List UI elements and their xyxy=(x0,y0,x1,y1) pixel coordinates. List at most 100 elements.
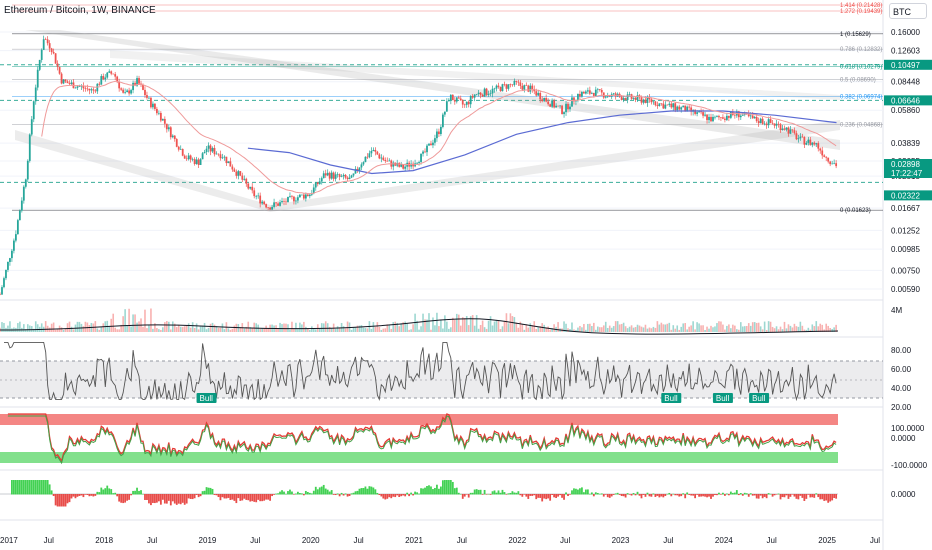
candle-body xyxy=(70,82,73,84)
volume-bar xyxy=(716,323,718,332)
volume-bar xyxy=(428,313,430,332)
candle-body xyxy=(275,202,277,204)
histogram-bar xyxy=(455,487,458,495)
volume-bar xyxy=(295,322,297,332)
histogram-bar xyxy=(414,491,416,495)
currency-button[interactable]: BTC xyxy=(889,3,927,19)
volume-bar xyxy=(372,322,375,332)
candle-body xyxy=(680,107,683,110)
histogram-bar xyxy=(114,492,117,495)
histogram-bar xyxy=(104,488,107,495)
histogram-bar xyxy=(70,494,73,499)
histogram-bar xyxy=(348,494,351,497)
candle-body xyxy=(537,92,540,96)
volume-bar xyxy=(122,316,124,332)
candle-body xyxy=(553,100,556,108)
candle-body xyxy=(358,167,361,171)
histogram-bar xyxy=(368,486,371,495)
candle-body xyxy=(76,86,79,88)
histogram-bar xyxy=(799,494,802,496)
histogram-bar xyxy=(82,494,85,498)
histogram-bar xyxy=(598,493,601,495)
volume-bar xyxy=(398,326,400,332)
candle-body xyxy=(142,84,144,90)
histogram-bar xyxy=(831,494,834,501)
volume-bar xyxy=(787,324,790,332)
candle-body xyxy=(209,145,212,152)
candle-body xyxy=(483,88,486,97)
volume-bar xyxy=(120,324,122,332)
volume-bar xyxy=(3,322,5,332)
histogram-bar xyxy=(144,494,146,500)
volume-bar xyxy=(356,325,359,332)
histogram-bar xyxy=(666,493,669,495)
candle-body xyxy=(489,93,492,94)
price-tag-label: 0.02322 xyxy=(891,191,920,200)
volume-bar xyxy=(60,327,63,332)
histogram-bar xyxy=(46,480,49,495)
candle-body xyxy=(16,220,19,235)
candle-body xyxy=(622,98,625,100)
volume-bar xyxy=(209,323,212,332)
histogram-bar xyxy=(350,493,353,495)
volume-bar xyxy=(84,321,87,332)
volume-bar xyxy=(751,322,754,332)
candle-body xyxy=(712,116,714,122)
candle-body xyxy=(767,119,770,126)
volume-bar xyxy=(440,320,442,332)
histogram-bar xyxy=(559,494,561,496)
volume-bar xyxy=(400,323,402,332)
histogram-bar xyxy=(384,494,387,500)
candle-body xyxy=(98,83,101,85)
volume-bar xyxy=(521,324,524,332)
candle-body xyxy=(759,118,762,124)
moving-average-line xyxy=(247,110,837,175)
candle-body xyxy=(473,94,476,98)
ema-line xyxy=(41,80,837,195)
candle-body xyxy=(14,234,17,241)
candle-body xyxy=(189,155,192,160)
volume-bar xyxy=(682,323,685,332)
histogram-bar xyxy=(356,490,359,495)
volume-bar xyxy=(529,323,532,332)
histogram-bar xyxy=(128,494,130,500)
price-tag-label: 0.10497 xyxy=(891,61,920,70)
volume-bar xyxy=(320,323,323,332)
candle-body xyxy=(386,161,389,162)
histogram-bar xyxy=(140,490,142,495)
histogram-bar xyxy=(473,489,476,495)
candle-body xyxy=(604,96,607,98)
histogram-bar xyxy=(636,491,639,495)
histogram-bar xyxy=(825,494,828,501)
candle-body xyxy=(50,48,53,52)
volume-bar xyxy=(648,327,651,332)
candle-body xyxy=(430,143,432,146)
histogram-bar xyxy=(606,494,609,498)
histogram-bar xyxy=(247,494,250,501)
candle-body xyxy=(779,124,782,131)
histogram-bar xyxy=(664,494,667,496)
candle-body xyxy=(753,116,756,119)
time-tick-label: 2021 xyxy=(405,536,423,545)
candle-body xyxy=(700,111,702,113)
histogram-bar xyxy=(461,494,464,499)
volume-bar xyxy=(297,329,299,332)
volume-bar xyxy=(98,329,101,332)
candle-body xyxy=(795,133,798,140)
volume-bar xyxy=(493,321,496,332)
histogram-bar xyxy=(245,494,248,500)
candle-body xyxy=(322,173,325,179)
histogram-bar xyxy=(453,488,456,495)
volume-bar xyxy=(805,329,808,332)
candle-body xyxy=(447,100,450,102)
histogram-bar xyxy=(465,494,468,495)
histogram-bar xyxy=(811,494,814,498)
volume-bar xyxy=(485,328,488,332)
histogram-bar xyxy=(336,493,339,495)
candle-body xyxy=(304,194,307,199)
histogram-bar xyxy=(426,486,428,495)
volume-bar xyxy=(767,321,770,332)
candle-body xyxy=(100,76,103,85)
histogram-bar xyxy=(459,493,462,495)
